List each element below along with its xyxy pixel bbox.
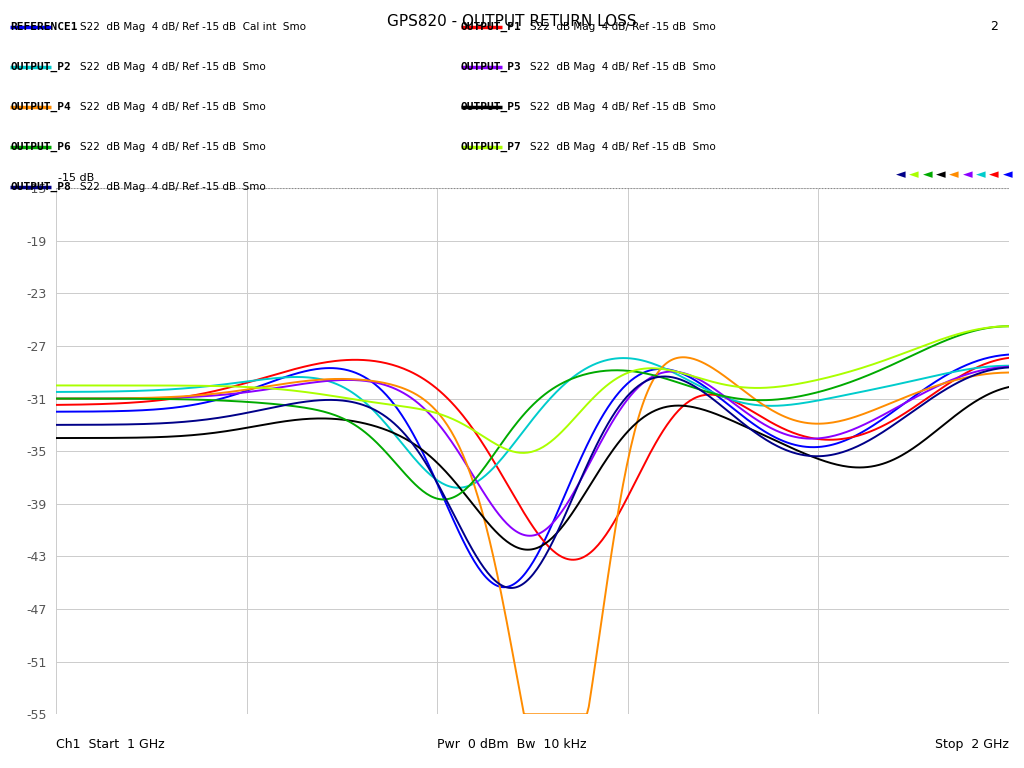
Text: ◄: ◄	[936, 168, 945, 180]
Text: OUTPUT_P2: OUTPUT_P2	[10, 61, 71, 72]
Text: ◄: ◄	[989, 168, 998, 180]
Text: OUTPUT_P5: OUTPUT_P5	[461, 101, 521, 112]
Text: S22  dB Mag  4 dB/ Ref -15 dB  Smo: S22 dB Mag 4 dB/ Ref -15 dB Smo	[530, 101, 716, 112]
Text: OUTPUT_P4: OUTPUT_P4	[10, 101, 71, 112]
Text: ◄: ◄	[1002, 168, 1012, 180]
Text: S22  dB Mag  4 dB/ Ref -15 dB  Smo: S22 dB Mag 4 dB/ Ref -15 dB Smo	[80, 181, 265, 192]
Text: S22  dB Mag  4 dB/ Ref -15 dB  Cal int  Smo: S22 dB Mag 4 dB/ Ref -15 dB Cal int Smo	[80, 22, 306, 32]
Text: REFERENCE1: REFERENCE1	[10, 22, 78, 32]
Text: S22  dB Mag  4 dB/ Ref -15 dB  Smo: S22 dB Mag 4 dB/ Ref -15 dB Smo	[80, 101, 265, 112]
Text: GPS820 - OUTPUT RETURN LOSS: GPS820 - OUTPUT RETURN LOSS	[387, 14, 637, 29]
Text: OUTPUT_P7: OUTPUT_P7	[461, 141, 521, 152]
Text: OUTPUT_P6: OUTPUT_P6	[10, 141, 71, 152]
Text: S22  dB Mag  4 dB/ Ref -15 dB  Smo: S22 dB Mag 4 dB/ Ref -15 dB Smo	[530, 22, 716, 32]
Text: Stop  2 GHz: Stop 2 GHz	[935, 738, 1009, 751]
Text: S22  dB Mag  4 dB/ Ref -15 dB  Smo: S22 dB Mag 4 dB/ Ref -15 dB Smo	[80, 61, 265, 72]
Text: Ch1  Start  1 GHz: Ch1 Start 1 GHz	[56, 738, 165, 751]
Text: S22  dB Mag  4 dB/ Ref -15 dB  Smo: S22 dB Mag 4 dB/ Ref -15 dB Smo	[530, 61, 716, 72]
Text: Pwr  0 dBm  Bw  10 kHz: Pwr 0 dBm Bw 10 kHz	[437, 738, 587, 751]
Text: S22  dB Mag  4 dB/ Ref -15 dB  Smo: S22 dB Mag 4 dB/ Ref -15 dB Smo	[80, 141, 265, 152]
Text: ◄: ◄	[896, 168, 905, 180]
Text: OUTPUT_P1: OUTPUT_P1	[461, 22, 521, 32]
Text: OUTPUT_P8: OUTPUT_P8	[10, 181, 71, 192]
Text: ◄: ◄	[909, 168, 919, 180]
Text: -15 dB: -15 dB	[58, 173, 94, 183]
Text: 2: 2	[990, 21, 998, 33]
Text: ◄: ◄	[963, 168, 972, 180]
Text: ◄: ◄	[923, 168, 932, 180]
Text: OUTPUT_P3: OUTPUT_P3	[461, 61, 521, 72]
Text: S22  dB Mag  4 dB/ Ref -15 dB  Smo: S22 dB Mag 4 dB/ Ref -15 dB Smo	[530, 141, 716, 152]
Text: ◄: ◄	[949, 168, 958, 180]
Text: ◄: ◄	[976, 168, 985, 180]
